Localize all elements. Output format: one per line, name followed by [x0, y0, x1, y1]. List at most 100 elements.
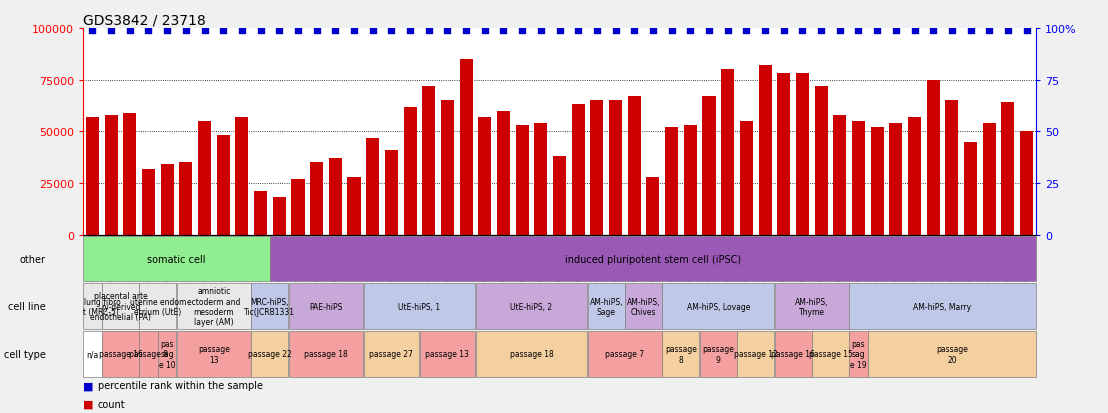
Bar	[102, 331, 138, 377]
Bar	[852, 122, 865, 235]
Bar	[721, 70, 735, 235]
Text: UtE-hiPS, 2: UtE-hiPS, 2	[511, 302, 553, 311]
Text: PAE-hiPS: PAE-hiPS	[309, 302, 342, 311]
Bar	[665, 128, 678, 235]
Point	[196, 28, 214, 34]
Bar	[740, 122, 753, 235]
Point	[738, 28, 756, 34]
Bar	[625, 284, 663, 329]
Bar	[515, 126, 529, 235]
Bar	[983, 124, 996, 235]
Point	[83, 28, 101, 34]
Text: AM-hiPS,
Thyme: AM-hiPS, Thyme	[796, 297, 829, 316]
Text: passage 7: passage 7	[605, 350, 645, 358]
Text: uterine endom
etrium (UtE): uterine endom etrium (UtE)	[130, 297, 186, 316]
Bar	[348, 178, 360, 235]
Point	[140, 28, 157, 34]
Bar	[850, 331, 868, 377]
Bar	[363, 284, 475, 329]
Bar	[907, 118, 921, 235]
Bar	[777, 74, 790, 235]
Point	[924, 28, 942, 34]
Bar	[270, 236, 1036, 282]
Point	[663, 28, 680, 34]
Bar	[1020, 132, 1033, 235]
Bar	[252, 331, 288, 377]
Point	[756, 28, 773, 34]
Bar	[161, 165, 174, 235]
Point	[625, 28, 643, 34]
Bar	[83, 236, 269, 282]
Bar	[104, 116, 117, 235]
Bar	[475, 284, 587, 329]
Point	[999, 28, 1017, 34]
Point	[458, 28, 475, 34]
Bar	[553, 157, 566, 235]
Text: passage 27: passage 27	[369, 350, 413, 358]
Bar	[814, 87, 828, 235]
Point	[476, 28, 494, 34]
Text: fetal lung fibro
blast (MRC-5): fetal lung fibro blast (MRC-5)	[64, 297, 121, 316]
Point	[719, 28, 737, 34]
Point	[214, 28, 232, 34]
Text: passage
8: passage 8	[665, 344, 697, 364]
Point	[363, 28, 381, 34]
Text: induced pluripotent stem cell (iPSC): induced pluripotent stem cell (iPSC)	[565, 254, 741, 264]
Point	[308, 28, 326, 34]
Bar	[663, 331, 699, 377]
Text: passage
20: passage 20	[936, 344, 968, 364]
Point	[513, 28, 531, 34]
Point	[382, 28, 400, 34]
Text: ■: ■	[83, 399, 93, 409]
Text: passage
9: passage 9	[702, 344, 735, 364]
Point	[793, 28, 811, 34]
Point	[681, 28, 699, 34]
Point	[644, 28, 661, 34]
Bar	[254, 192, 267, 235]
Text: passage 16: passage 16	[99, 350, 143, 358]
Bar	[329, 159, 342, 235]
Bar	[273, 198, 286, 235]
Bar	[289, 284, 363, 329]
Point	[420, 28, 438, 34]
Text: count: count	[98, 399, 125, 409]
Text: passage 13: passage 13	[425, 350, 470, 358]
Text: GDS3842 / 23718: GDS3842 / 23718	[83, 14, 206, 28]
Point	[532, 28, 550, 34]
Bar	[663, 284, 774, 329]
Point	[177, 28, 195, 34]
Bar	[700, 331, 737, 377]
Bar	[441, 101, 454, 235]
Text: n/a: n/a	[86, 350, 99, 358]
Text: passage 18: passage 18	[304, 350, 348, 358]
Bar	[812, 331, 849, 377]
Point	[812, 28, 830, 34]
Point	[158, 28, 176, 34]
Bar	[158, 331, 176, 377]
Point	[570, 28, 587, 34]
Bar	[1002, 103, 1015, 235]
Text: passage 8: passage 8	[129, 350, 168, 358]
Bar	[945, 101, 958, 235]
Text: ■: ■	[83, 380, 93, 390]
Point	[121, 28, 138, 34]
Bar	[420, 331, 475, 377]
Point	[888, 28, 905, 34]
Bar	[198, 122, 212, 235]
Bar	[217, 136, 229, 235]
Bar	[291, 180, 305, 235]
Text: passage 18: passage 18	[510, 350, 553, 358]
Text: percentile rank within the sample: percentile rank within the sample	[98, 380, 263, 390]
Bar	[142, 169, 155, 235]
Text: passage 16: passage 16	[771, 350, 815, 358]
Point	[270, 28, 288, 34]
Bar	[774, 284, 849, 329]
Bar	[609, 101, 622, 235]
Point	[869, 28, 886, 34]
Bar	[890, 124, 902, 235]
Point	[494, 28, 512, 34]
Bar	[868, 331, 1036, 377]
Point	[439, 28, 456, 34]
Bar	[140, 284, 176, 329]
Bar	[850, 284, 1036, 329]
